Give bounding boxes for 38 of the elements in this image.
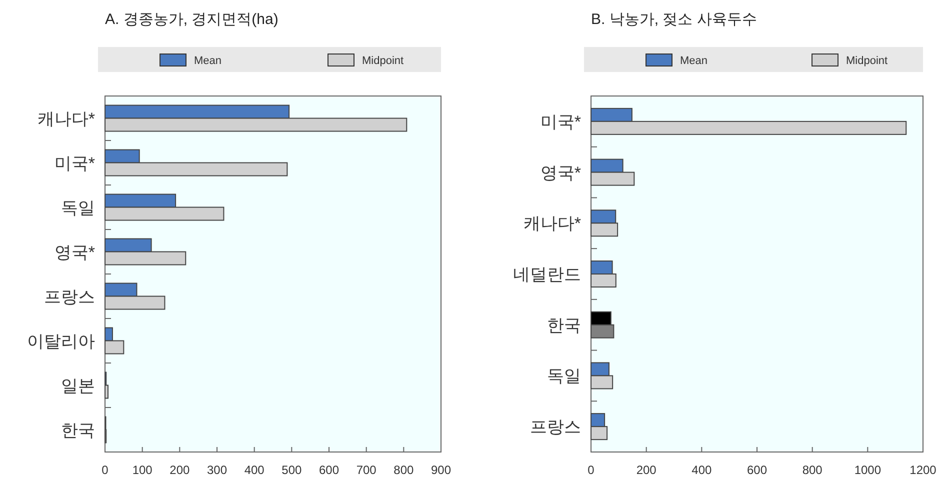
y-tick-label: 일본	[61, 376, 95, 396]
y-tick-label: 캐나다*	[523, 214, 582, 234]
x-tick-label: 1000	[854, 463, 882, 477]
y-tick-label: 미국*	[540, 112, 582, 132]
x-tick-label: 500	[282, 463, 302, 477]
x-tick-label: 800	[394, 463, 414, 477]
legend-label: Midpoint	[846, 55, 888, 67]
x-tick-label: 600	[746, 463, 768, 477]
x-tick-label: 0	[102, 463, 109, 477]
y-tick-label: 독일	[61, 198, 95, 218]
y-tick-label: 미국*	[54, 154, 96, 173]
chart-title: A. 경종농가, 경지면적(ha)	[105, 11, 278, 28]
y-tick-label: 프랑스	[44, 287, 95, 306]
x-tick-label: 600	[318, 463, 340, 477]
y-tick-label: 한국	[61, 420, 95, 440]
x-tick-label: 400	[244, 463, 265, 477]
x-tick-label: 100	[132, 463, 153, 477]
y-tick-label: 네덜란드	[513, 265, 581, 284]
y-tick-label: 한국	[547, 316, 581, 335]
x-tick-label: 0	[588, 463, 595, 477]
x-tick-label: 400	[692, 463, 712, 477]
legend-label: Midpoint	[362, 55, 404, 67]
chart-title: B. 낙농가, 젖소 사육두수	[591, 11, 757, 28]
x-tick-label: 300	[206, 463, 228, 477]
x-tick-label: 1200	[910, 463, 937, 477]
y-tick-label: 독일	[547, 366, 581, 386]
x-tick-label: 900	[430, 463, 452, 477]
legend-label: Mean	[680, 55, 708, 67]
y-tick-label: 프랑스	[530, 418, 581, 437]
y-tick-label: 이탈리아	[27, 332, 95, 351]
x-tick-label: 200	[636, 463, 657, 477]
x-tick-label: 800	[802, 463, 823, 477]
legend-label: Mean	[194, 55, 222, 67]
y-tick-label: 영국*	[54, 242, 96, 262]
y-tick-label: 영국*	[540, 163, 582, 182]
x-tick-label: 700	[356, 463, 377, 477]
x-tick-label: 200	[170, 463, 190, 477]
y-tick-label: 캐나다*	[37, 109, 96, 128]
